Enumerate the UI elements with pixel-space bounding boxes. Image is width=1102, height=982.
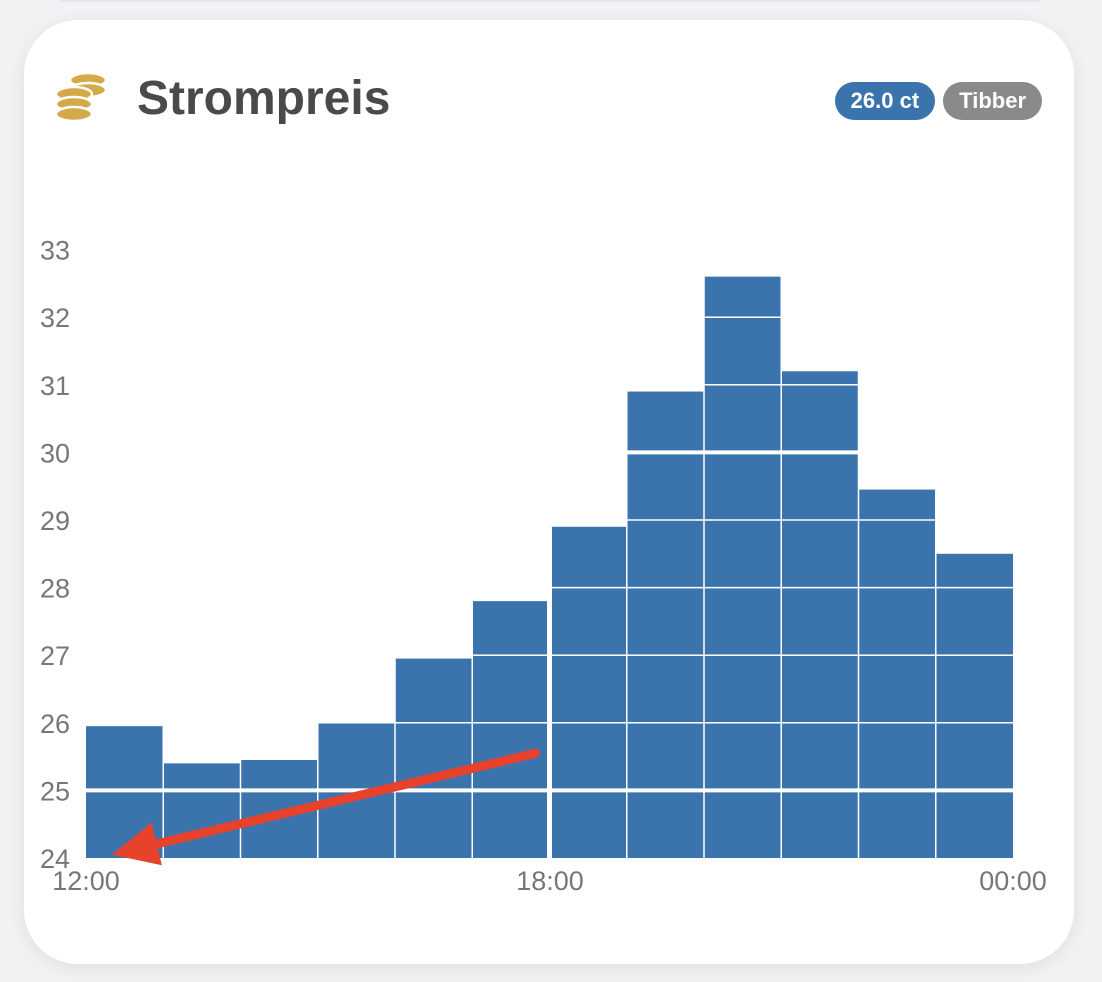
y-tick-label: 26 xyxy=(40,709,70,739)
coins-icon xyxy=(54,71,108,123)
price-bar[interactable] xyxy=(472,601,550,858)
y-tick-label: 32 xyxy=(40,303,70,333)
price-bar[interactable] xyxy=(395,658,473,858)
badge-group: 26.0 ct Tibber xyxy=(834,82,1042,120)
price-bar[interactable] xyxy=(549,526,627,858)
y-tick-label: 31 xyxy=(40,371,70,401)
price-bar[interactable] xyxy=(626,391,704,858)
y-tick-label: 27 xyxy=(40,641,70,671)
y-tick-label: 29 xyxy=(40,506,70,536)
price-bar[interactable] xyxy=(858,489,936,858)
card-title: Strompreis xyxy=(137,72,391,125)
annotation-arrow-head xyxy=(112,822,162,866)
source-badge[interactable]: Tibber xyxy=(943,82,1042,120)
price-bar[interactable] xyxy=(781,371,859,858)
y-tick-label: 33 xyxy=(40,236,70,266)
y-tick-label: 28 xyxy=(40,574,70,604)
price-bar[interactable] xyxy=(704,276,782,858)
annotation-arrow-line xyxy=(138,748,540,852)
current-price-badge[interactable]: 26.0 ct xyxy=(834,82,936,120)
x-axis: 12:00 18:00 00:00 xyxy=(52,866,1047,896)
grid-layer xyxy=(86,248,1013,858)
top-divider xyxy=(60,0,1040,2)
x-tick-label: 12:00 xyxy=(52,866,120,896)
y-tick-label: 24 xyxy=(40,844,70,874)
y-tick-label: 30 xyxy=(40,438,70,468)
x-tick-label: 00:00 xyxy=(979,866,1047,896)
y-axis: 24 25 26 27 28 29 30 31 32 33 xyxy=(40,236,70,874)
y-tick-label: 25 xyxy=(40,776,70,806)
x-tick-label: 18:00 xyxy=(516,866,584,896)
price-bar[interactable] xyxy=(935,553,1013,858)
annotation-layer xyxy=(112,748,540,866)
